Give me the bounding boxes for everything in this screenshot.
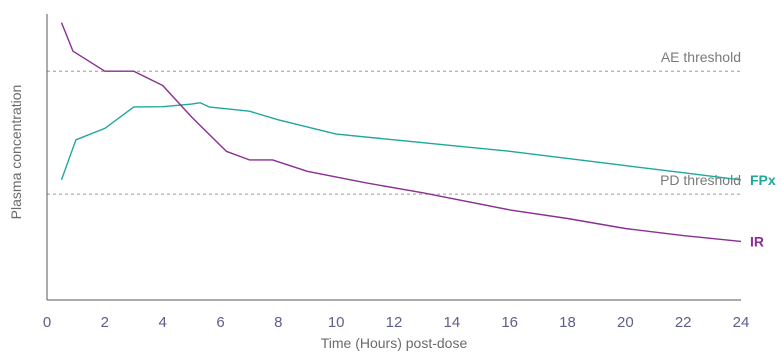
series-label-fpx: FPx bbox=[750, 172, 776, 188]
series-lines bbox=[60, 22, 742, 243]
series-label-ir: IR bbox=[750, 233, 764, 249]
series-line-ir bbox=[60, 22, 742, 243]
x-tick-label: 2 bbox=[101, 314, 109, 331]
ae-threshold-label: AE threshold bbox=[661, 49, 741, 65]
x-tick-label: 16 bbox=[501, 314, 518, 331]
x-tick-label: 8 bbox=[274, 314, 282, 331]
series-line-fpx bbox=[60, 101, 742, 181]
x-tick-label: 12 bbox=[386, 314, 403, 331]
x-axis-label: Time (Hours) post-dose bbox=[321, 335, 468, 351]
x-tick-label: 24 bbox=[733, 314, 750, 331]
threshold-lines: AE threshold PD threshold bbox=[47, 49, 741, 195]
x-tick-label: 6 bbox=[216, 314, 224, 331]
x-tick-label: 18 bbox=[559, 314, 576, 331]
x-tick-label: 0 bbox=[43, 314, 51, 331]
y-axis-label: Plasma concentration bbox=[8, 85, 24, 220]
x-tick-label: 22 bbox=[675, 314, 692, 331]
x-tick-labels: 0 2 4 6 8 10 12 14 16 18 20 22 24 bbox=[43, 314, 750, 331]
pd-threshold-label: PD threshold bbox=[660, 172, 741, 188]
series-labels: FPx IR bbox=[750, 172, 776, 249]
x-tick-label: 10 bbox=[328, 314, 345, 331]
x-tick-label: 14 bbox=[443, 314, 460, 331]
x-tick-label: 4 bbox=[158, 314, 166, 331]
x-tick-label: 20 bbox=[617, 314, 634, 331]
